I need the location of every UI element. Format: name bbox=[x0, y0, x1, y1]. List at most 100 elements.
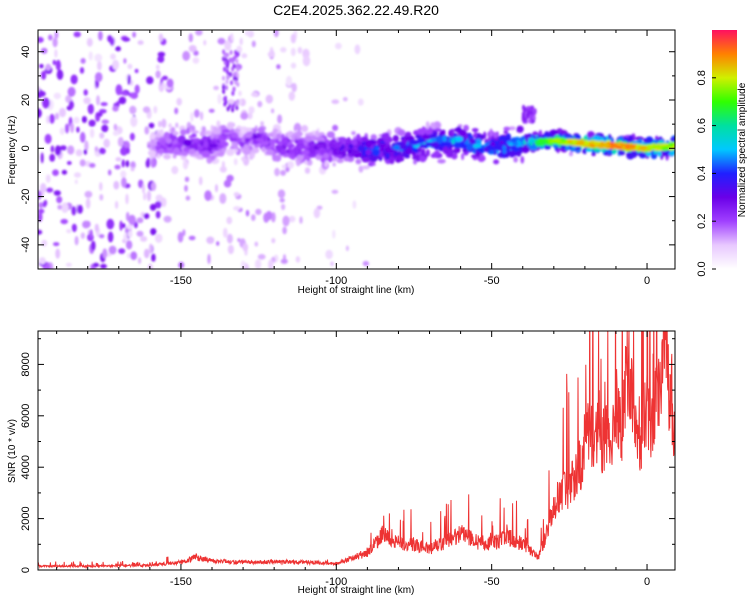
spectrogram-cell bbox=[282, 226, 287, 235]
spectrogram-cell bbox=[130, 161, 136, 169]
spectrogram-cell bbox=[216, 120, 221, 128]
spectrogram-cell bbox=[38, 208, 45, 214]
spectrogram-cell bbox=[639, 145, 648, 150]
spectrogram-cell bbox=[150, 228, 157, 236]
spectrogram-cell bbox=[99, 132, 105, 139]
colorbar-tick-label: 0.4 bbox=[696, 166, 708, 181]
spectrogram-cell bbox=[415, 154, 421, 162]
spectrogram-cell bbox=[103, 138, 110, 148]
spectrogram-cell bbox=[281, 137, 289, 144]
spectrogram-cell bbox=[520, 156, 525, 164]
spectrogram-cell bbox=[226, 216, 233, 225]
spectrogram-cell bbox=[222, 89, 226, 95]
spectrogram-cell bbox=[73, 116, 80, 124]
spectrogram-cell bbox=[243, 133, 253, 138]
spectrogram-cell bbox=[143, 213, 150, 220]
spectrogram-cell bbox=[81, 116, 87, 123]
spectrogram-cell bbox=[478, 134, 485, 140]
spectrogram-cell bbox=[222, 84, 226, 90]
spectrogram-cell bbox=[154, 201, 162, 209]
spectrogram-cell bbox=[279, 198, 285, 203]
spectrogram-cell bbox=[168, 149, 175, 154]
spectrogram-cell bbox=[112, 130, 119, 136]
spectrogram-cell bbox=[115, 46, 121, 52]
spectrogram-cell bbox=[425, 149, 430, 157]
spectrogram-cell bbox=[232, 137, 238, 142]
spectrogram-cell bbox=[44, 133, 52, 144]
spectrogram-y-tick-label: -40 bbox=[20, 237, 32, 253]
spectrogram-cell bbox=[99, 182, 103, 191]
spectrogram-cell bbox=[185, 195, 191, 201]
spectrogram-cell bbox=[392, 134, 399, 143]
spectrogram-cell bbox=[46, 115, 50, 124]
spectrogram-cell bbox=[83, 89, 88, 96]
spectrogram-cell bbox=[130, 79, 134, 87]
spectrogram-cell bbox=[251, 147, 260, 154]
spectrogram-cell bbox=[45, 174, 51, 183]
spectrogram-cell bbox=[351, 131, 356, 136]
spectrogram-cell bbox=[233, 158, 238, 166]
spectrogram-cell bbox=[66, 229, 72, 234]
spectrogram-cell bbox=[525, 136, 529, 143]
spectrogram-cell bbox=[251, 40, 256, 48]
spectrogram-cell bbox=[48, 34, 53, 41]
spectrogram-cell bbox=[100, 102, 108, 107]
spectrogram-cell bbox=[115, 157, 122, 162]
spectrogram-cell bbox=[325, 249, 333, 260]
spectrogram-cell bbox=[221, 135, 228, 140]
spectrogram-cell bbox=[67, 145, 75, 155]
spectrogram-cell bbox=[98, 234, 105, 239]
spectrogram-cell bbox=[153, 105, 158, 114]
spectrogram-cell bbox=[229, 50, 233, 55]
spectrogram-cell bbox=[207, 145, 213, 152]
snr-frame bbox=[37, 330, 676, 571]
spectrogram-cell bbox=[167, 143, 173, 148]
spectrogram-cell bbox=[54, 31, 59, 39]
spectrogram-cell bbox=[193, 50, 199, 56]
spectrogram-cell bbox=[289, 144, 295, 148]
spectrogram-cell bbox=[266, 132, 274, 137]
spectrogram-cell bbox=[121, 159, 125, 168]
spectrogram-cell bbox=[532, 115, 536, 121]
spectrogram-cell bbox=[102, 248, 108, 259]
spectrogram-cell bbox=[609, 144, 619, 148]
spectrogram-cell bbox=[242, 243, 249, 252]
spectrogram-cell bbox=[193, 138, 199, 142]
spectrogram-cell bbox=[114, 200, 119, 209]
spectrogram-cell bbox=[251, 214, 256, 222]
spectrogram-cell bbox=[281, 164, 287, 169]
spectrogram-cell bbox=[109, 37, 115, 46]
spectrogram-cell bbox=[71, 223, 77, 233]
spectrogram-cell bbox=[183, 148, 189, 152]
spectrogram-cell bbox=[291, 82, 297, 93]
spectrogram-cell bbox=[138, 257, 142, 265]
spectrogram-cell bbox=[230, 80, 233, 86]
spectrogram-cell bbox=[257, 127, 265, 134]
snr-x-tick-label: -50 bbox=[484, 576, 500, 588]
spectrogram-cell bbox=[530, 105, 534, 111]
colorbar-tick-label: 0.8 bbox=[696, 70, 708, 85]
spectrogram-cell bbox=[122, 37, 131, 42]
spectrogram-cell bbox=[269, 138, 276, 145]
spectrogram-cell bbox=[226, 135, 231, 140]
spectrogram-cell bbox=[155, 64, 160, 70]
spectrogram-cell bbox=[575, 141, 582, 145]
spectrogram-cell bbox=[171, 166, 179, 175]
spectrogram-cell bbox=[59, 145, 67, 151]
spectrogram-cell bbox=[220, 141, 229, 147]
spectrogram-cell bbox=[110, 53, 116, 60]
spectrogram-cell bbox=[98, 147, 106, 155]
spectrogram-cell bbox=[389, 156, 395, 165]
spectrogram-frame bbox=[37, 29, 676, 270]
spectrogram-cell bbox=[405, 147, 413, 155]
spectrogram-cell bbox=[38, 190, 42, 200]
spectrogram-cell bbox=[265, 146, 271, 150]
spectrogram-cell bbox=[271, 238, 276, 244]
spectrogram-cell bbox=[348, 143, 354, 149]
spectrogram-cell bbox=[98, 109, 107, 114]
spectrogram-cell bbox=[451, 138, 455, 145]
spectrogram-cell bbox=[269, 47, 274, 53]
spectrogram-cell bbox=[296, 154, 304, 161]
spectrogram-cell bbox=[125, 193, 129, 205]
spectrogram-cell bbox=[199, 130, 206, 137]
